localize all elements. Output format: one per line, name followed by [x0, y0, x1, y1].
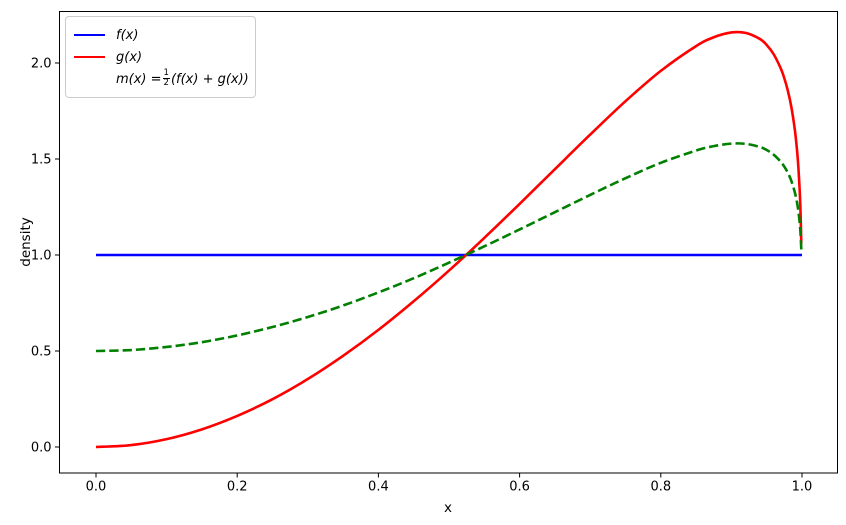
legend-label-m-pre: m(x) = — [116, 71, 162, 87]
curve-g — [95, 30, 803, 449]
fraction-denominator: 2 — [163, 77, 169, 88]
plot-spines — [59, 11, 838, 474]
y-tick-label: 1.5 — [31, 153, 52, 168]
x-tick-label: 0.2 — [227, 480, 248, 495]
curves-layer — [95, 30, 803, 449]
x-tick-label: 0.6 — [509, 480, 530, 495]
legend-label-f: f(x) — [116, 27, 139, 43]
y-tick-label: 0.0 — [31, 441, 52, 456]
legend-line-sample-g — [74, 55, 105, 59]
x-tick-label: 1.0 — [792, 480, 813, 495]
legend-line-sample-m — [74, 78, 105, 81]
y-tick-label: 1.0 — [31, 249, 52, 264]
x-tick-label: 0.0 — [86, 480, 107, 495]
legend-line-sample-f — [74, 33, 105, 37]
legend-label-m-post: (f(x) + g(x)) — [170, 71, 249, 87]
legend-item-f: f(x) — [74, 25, 245, 45]
legend-label-m: m(x) = 1 2 (f(x) + g(x)) — [116, 68, 249, 88]
legend-item-m: m(x) = 1 2 (f(x) + g(x)) — [74, 69, 249, 89]
legend: f(x) g(x) m(x) = 1 2 (f(x) + g(x)) — [65, 16, 256, 98]
y-tick-label: 2.0 — [31, 57, 52, 72]
fraction-numerator: 1 — [162, 68, 170, 79]
legend-label-g: g(x) — [116, 49, 143, 65]
y-axis-label: density — [18, 217, 34, 267]
legend-item-g: g(x) — [74, 47, 245, 67]
ticks-layer: 0.0 0.2 0.4 0.6 0.8 1.0 0.0 0.5 1.0 1.5 2.0 — [31, 57, 813, 495]
curve-m — [95, 142, 803, 353]
y-tick-label: 0.5 — [31, 345, 52, 360]
x-tick-label: 0.4 — [368, 480, 389, 495]
x-tick-label: 0.8 — [650, 480, 671, 495]
x-axis-label: x — [444, 500, 452, 516]
